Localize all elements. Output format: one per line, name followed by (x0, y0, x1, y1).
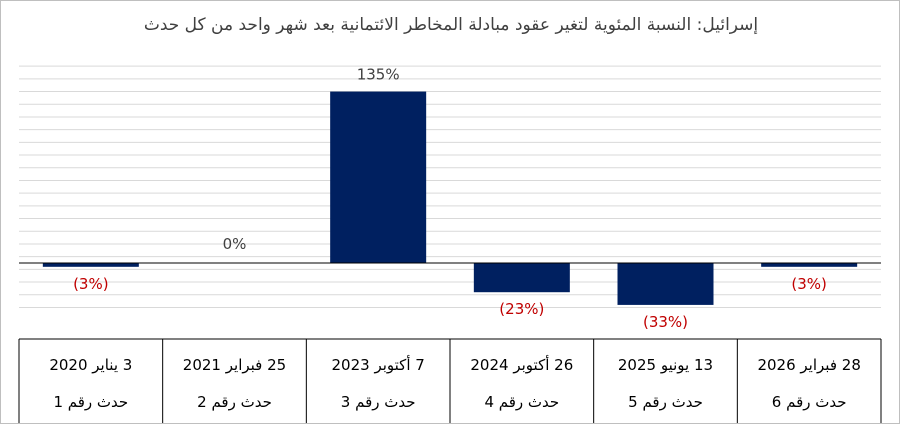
data-label-3: 135% (357, 66, 400, 84)
category-event-1: حدث رقم 1 (53, 393, 128, 411)
bar-1 (42, 263, 139, 267)
chart-title: إسرائيل: النسبة المئوية لتغير عقود مبادل… (143, 15, 759, 35)
bar-3 (330, 91, 427, 263)
category-date-6: 28 فبراير 2026 (757, 356, 860, 374)
category-date-2: 25 فبراير 2021 (183, 356, 286, 374)
category-date-5: 13 يونيو 2025 (618, 356, 713, 374)
category-date-1: 3 يناير 2020 (49, 356, 132, 374)
category-event-6: حدث رقم 6 (772, 393, 847, 411)
bar-5 (617, 263, 714, 305)
bar-4 (473, 263, 570, 293)
data-label-2: 0% (223, 235, 247, 253)
category-event-5: حدث رقم 5 (628, 393, 703, 411)
category-date-3: 7 أكتوبر 2023 (332, 355, 425, 374)
data-label-5: (33%) (643, 313, 688, 331)
category-event-3: حدث رقم 3 (341, 393, 416, 411)
category-date-4: 26 أكتوبر 2024 (470, 355, 573, 374)
bar-6 (761, 263, 858, 267)
category-event-2: حدث رقم 2 (197, 393, 272, 411)
category-event-4: حدث رقم 4 (484, 393, 559, 411)
data-label-4: (23%) (499, 300, 544, 318)
data-label-1: (3%) (73, 275, 109, 293)
data-label-6: (3%) (791, 275, 827, 293)
